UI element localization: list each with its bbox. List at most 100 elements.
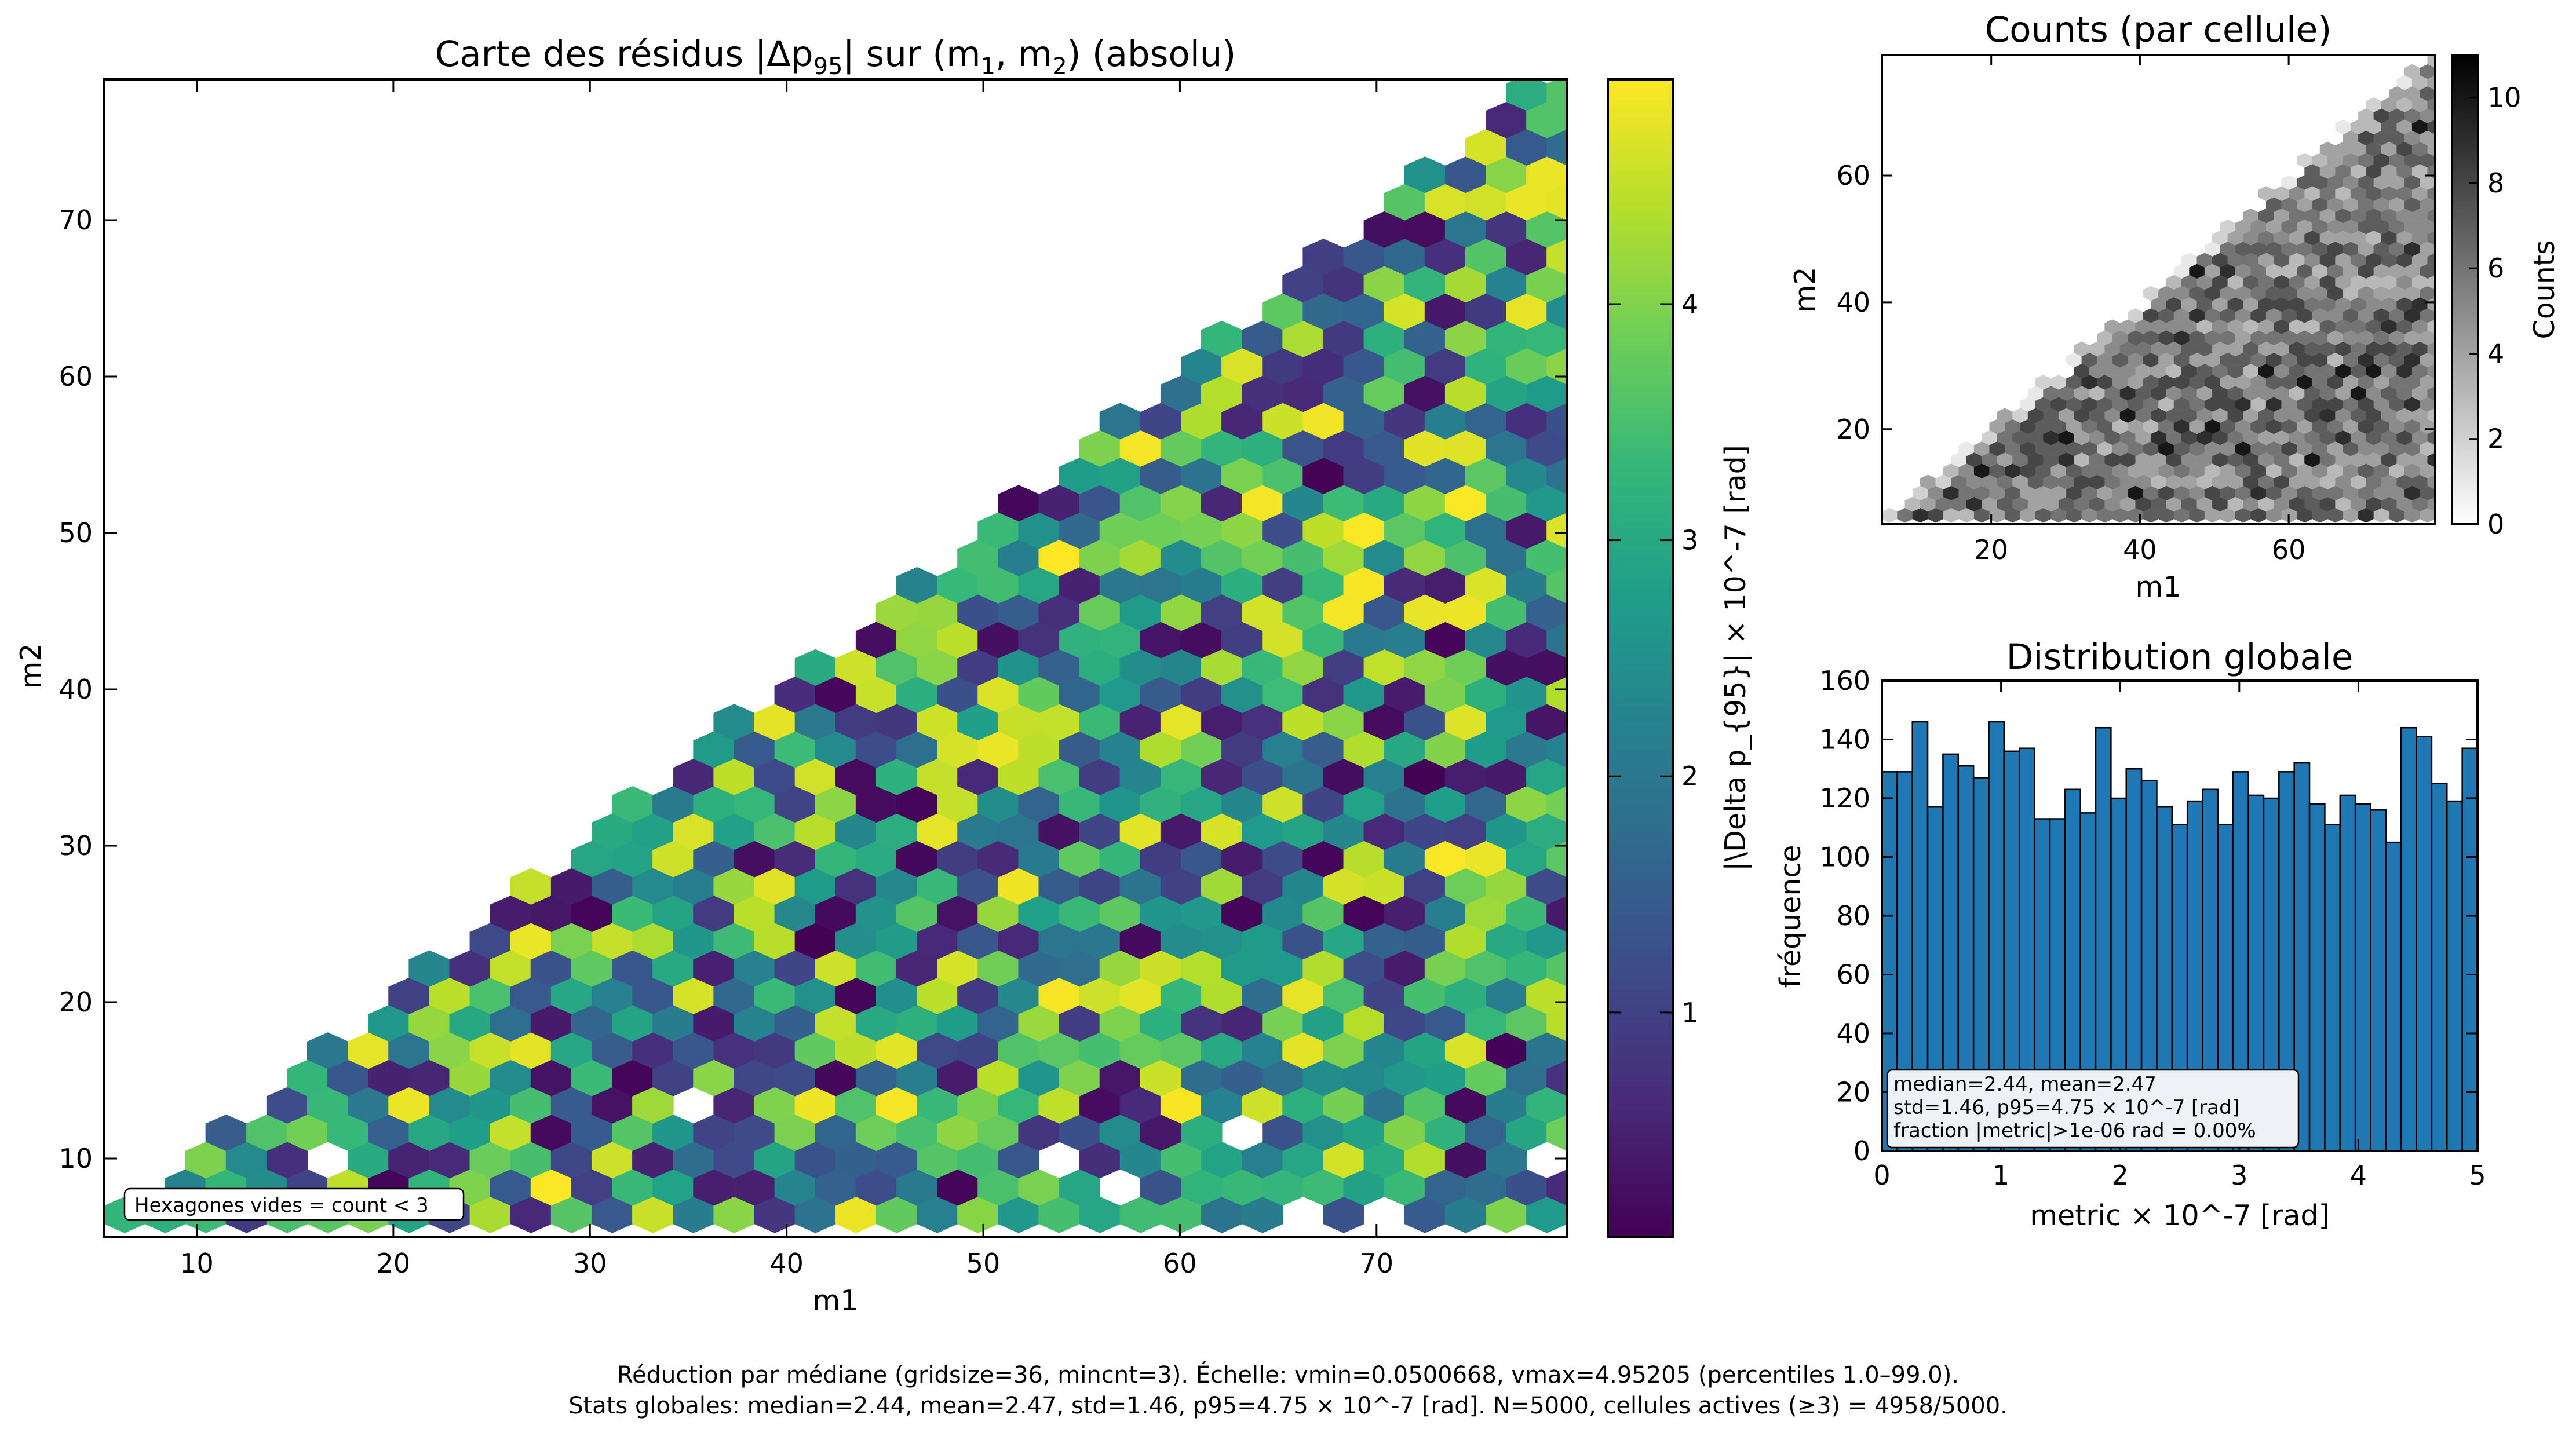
hex-cell [632, 1032, 674, 1069]
count-hex-cell [2343, 441, 2359, 456]
count-hex-cell [2381, 430, 2397, 445]
hex-cell [1486, 704, 1527, 741]
count-hex-cell [2411, 208, 2428, 224]
hex-cell [1038, 923, 1081, 960]
hex-cell [1119, 649, 1162, 686]
count-hex-cell [2304, 386, 2320, 401]
hex-cell [673, 1032, 714, 1069]
count-hex-cell [2204, 308, 2220, 323]
count-hex-cell [2296, 264, 2313, 279]
hex-cell [896, 1169, 938, 1206]
count-hex-cell [2196, 496, 2213, 512]
hex-cell [591, 1196, 633, 1233]
hex-cell [957, 1032, 999, 1069]
count-hex-cell [2281, 264, 2297, 279]
hex-cell [1119, 594, 1162, 631]
count-hex-cell [2196, 430, 2213, 445]
hex-cell [754, 868, 796, 905]
count-hex-cell [2381, 297, 2397, 312]
hex-cell [1180, 785, 1223, 823]
hex-cell [1384, 512, 1426, 549]
hex-cell [1302, 457, 1344, 494]
hex-cell [1140, 1004, 1182, 1042]
count-hex-cell [2350, 430, 2366, 445]
hex-cell [1444, 266, 1487, 303]
hex-cell [1465, 895, 1507, 932]
hex-cell [1465, 1059, 1507, 1097]
count-hex-cell [2173, 330, 2190, 345]
count-hex-cell [2212, 297, 2228, 312]
hex-cell [1546, 293, 1567, 330]
hex-cell [693, 1114, 735, 1151]
count-hex-cell [2411, 97, 2428, 112]
y-tick-label: 20 [59, 986, 93, 1018]
count-hex-cell [2196, 319, 2213, 334]
count-hex-cell [2227, 231, 2243, 246]
hex-cell [1404, 320, 1446, 357]
count-hex-cell [2258, 275, 2274, 290]
hex-cell [1363, 1087, 1406, 1124]
hex-cell [1465, 403, 1507, 440]
hex-cell [1506, 293, 1548, 330]
hex-cell [1343, 895, 1385, 932]
count-hex-cell [2243, 430, 2259, 445]
count-hex-cell [1958, 485, 1975, 501]
count-hex-cell [2158, 397, 2174, 412]
hex-cell [1546, 841, 1567, 878]
hex-cell [1384, 403, 1426, 440]
hex-cell [937, 676, 979, 713]
hex-cell [530, 1004, 572, 1042]
hex-cell [896, 1004, 938, 1042]
count-hex-cell [2243, 386, 2259, 401]
hex-cell [1506, 79, 1548, 111]
count-hex-cell [2435, 108, 2451, 123]
hex-cell [1262, 950, 1304, 987]
hex-cell [734, 1059, 775, 1097]
hex-cell [1465, 238, 1507, 275]
hex-cell [1018, 567, 1060, 604]
count-hex-cell [1943, 485, 1959, 501]
count-hex-cell [2274, 408, 2290, 423]
hex-cell [937, 1004, 979, 1042]
x-tick-label: 0 [1873, 1160, 1890, 1191]
count-hex-cell [2427, 319, 2435, 334]
hex-cell [1343, 622, 1385, 659]
count-hex-cell [2420, 130, 2435, 146]
count-hex-cell [2420, 419, 2435, 434]
count-hex-cell [2258, 386, 2274, 401]
count-hex-cell [2289, 208, 2305, 224]
hex-cell [1262, 622, 1304, 659]
count-hex-cell [2243, 363, 2259, 379]
hex-cell [1404, 977, 1446, 1014]
hex-cell [1160, 594, 1202, 631]
count-hex-cell [2304, 231, 2320, 246]
count-hex-cell [2289, 164, 2305, 179]
hex-cell [1242, 1196, 1283, 1233]
count-hex-cell [2265, 352, 2282, 368]
hex-cell [734, 1004, 775, 1042]
hex-cell [1506, 184, 1548, 221]
hex-cell [875, 704, 918, 741]
hex-cell [835, 704, 877, 741]
hex-cell [1038, 1032, 1081, 1069]
hex-cell [693, 785, 735, 823]
count-hex-cell [2381, 363, 2397, 379]
hex-cell [530, 1059, 572, 1097]
count-hex-cell [2373, 352, 2389, 368]
y-tick-label: 140 [1819, 724, 1870, 755]
count-hex-cell [2312, 330, 2328, 345]
count-hex-cell [2435, 286, 2451, 301]
hex-cell [1180, 1114, 1223, 1151]
count-hex-cell [2173, 286, 2190, 301]
hex-cell [896, 895, 938, 932]
hex-cell [1180, 622, 1223, 659]
hex-cell [1262, 1169, 1304, 1206]
count-hex-cell [1989, 419, 2005, 434]
count-hex-cell [2081, 507, 2097, 523]
count-hex-cell [2196, 275, 2213, 290]
hex-cell [1038, 1087, 1081, 1124]
hex-cell [1262, 1059, 1304, 1097]
count-hex-cell [2389, 485, 2405, 501]
count-hex-cell [1966, 496, 1982, 512]
